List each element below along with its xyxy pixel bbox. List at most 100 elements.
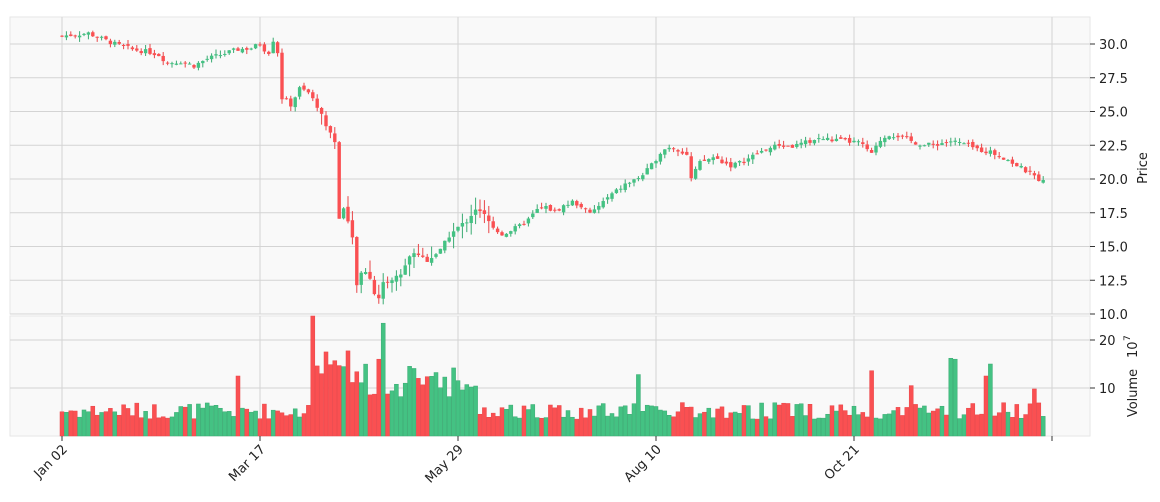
candle-body: [601, 201, 605, 208]
volume-bar: [204, 402, 210, 437]
volume-bar: [64, 412, 69, 437]
candle-body: [469, 215, 473, 224]
candle-body: [733, 162, 737, 168]
volume-bar: [336, 365, 342, 437]
volume-bar: [341, 366, 346, 437]
candle-body: [174, 63, 179, 65]
candle-body: [403, 265, 407, 275]
candle-body: [605, 197, 610, 200]
volume-bar: [143, 411, 148, 437]
volume-bar: [763, 416, 769, 437]
candle-body: [619, 188, 623, 190]
volume-bar: [112, 411, 118, 437]
volume-bar: [869, 370, 874, 437]
candle-body: [99, 36, 104, 38]
volume-exponent: 10 7: [1123, 335, 1141, 358]
candle-body: [957, 141, 962, 143]
candle-body: [258, 44, 262, 46]
candle-body: [319, 107, 324, 114]
price-tick-label: 22.5: [1099, 139, 1128, 154]
volume-bar: [688, 406, 694, 437]
candle-body: [891, 137, 896, 139]
volume-bar: [798, 403, 804, 437]
candle-body: [355, 237, 359, 286]
candle-body: [834, 138, 839, 142]
volume-bar: [380, 322, 386, 437]
candle-body: [975, 145, 979, 149]
candle-body: [209, 55, 214, 60]
volume-bar: [86, 411, 91, 437]
candle-body: [839, 137, 843, 139]
volume-bar: [332, 360, 338, 437]
volume-bar: [917, 407, 923, 437]
price-tick-label: 17.5: [1099, 207, 1128, 222]
candle-body: [663, 149, 667, 155]
volume-bar: [768, 418, 773, 437]
candle-body: [579, 203, 583, 208]
candle-body: [689, 156, 693, 179]
volume-bar: [460, 389, 465, 437]
volume-bar: [697, 413, 703, 437]
volume-bar: [600, 403, 606, 437]
volume-bar: [512, 416, 518, 437]
candle-body: [922, 145, 927, 147]
volume-bar: [319, 373, 324, 437]
volume-bar: [952, 358, 958, 437]
volume-bar: [847, 414, 852, 437]
candle-body: [887, 136, 891, 140]
volume-bar: [499, 407, 505, 437]
candle-body: [170, 63, 174, 65]
candle-body: [302, 85, 306, 90]
volume-bar: [455, 380, 461, 437]
volume-bar: [1005, 411, 1011, 437]
candle-body: [935, 144, 940, 146]
candle-body: [346, 206, 350, 222]
candle-body: [641, 175, 645, 180]
candle-body: [214, 54, 218, 56]
candle-body: [456, 226, 460, 231]
volume-bar: [794, 404, 800, 437]
volume-bar: [587, 409, 593, 437]
candle-body: [535, 208, 539, 213]
volume-bar: [235, 375, 241, 437]
volume-bar: [270, 409, 276, 437]
candle-body: [869, 150, 874, 153]
volume-bar: [662, 410, 668, 437]
volume-bar: [94, 414, 100, 437]
volume-bar: [565, 410, 571, 437]
volume-bar: [574, 418, 580, 437]
candle-body: [566, 204, 570, 206]
volume-bar: [398, 396, 404, 437]
volume-bar: [240, 407, 245, 437]
candle-body: [271, 41, 275, 54]
candle-body: [588, 209, 592, 213]
volume-bar: [737, 413, 742, 437]
candle-body: [971, 141, 975, 148]
candle-body: [1041, 180, 1045, 183]
volume-bar: [314, 365, 320, 437]
volume-bar: [732, 411, 738, 437]
volume-bar: [121, 404, 126, 437]
candle-body: [632, 179, 636, 183]
volume-bar: [895, 407, 901, 437]
candle-body: [557, 209, 561, 211]
candle-body: [803, 140, 808, 145]
volume-bar: [627, 414, 632, 437]
candle-body: [434, 254, 438, 257]
candle-body: [337, 142, 341, 219]
candle-body: [627, 182, 632, 184]
volume-bar: [548, 404, 553, 437]
candle-body: [86, 32, 91, 35]
candle-body: [693, 168, 698, 179]
candle-body: [1028, 170, 1032, 172]
volume-bar: [77, 416, 82, 437]
candle-body: [773, 144, 777, 150]
candle-body: [680, 151, 685, 154]
volume-bar: [534, 417, 540, 437]
volume-bar: [671, 416, 676, 437]
volume-bar: [90, 405, 96, 437]
x-tick-label: Mar 17: [226, 442, 269, 485]
volume-bar: [860, 412, 866, 437]
volume-bars: [59, 315, 1046, 437]
x-tick-label: May 29: [423, 442, 467, 486]
